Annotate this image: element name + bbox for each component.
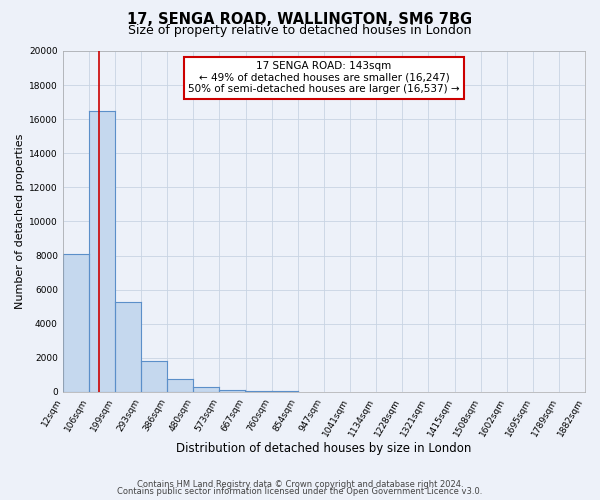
Text: Size of property relative to detached houses in London: Size of property relative to detached ho…	[128, 24, 472, 37]
Text: 17, SENGA ROAD, WALLINGTON, SM6 7BG: 17, SENGA ROAD, WALLINGTON, SM6 7BG	[127, 12, 473, 28]
X-axis label: Distribution of detached houses by size in London: Distribution of detached houses by size …	[176, 442, 472, 455]
Text: 17 SENGA ROAD: 143sqm
← 49% of detached houses are smaller (16,247)
50% of semi-: 17 SENGA ROAD: 143sqm ← 49% of detached …	[188, 61, 460, 94]
Text: Contains public sector information licensed under the Open Government Licence v3: Contains public sector information licen…	[118, 487, 482, 496]
Text: Contains HM Land Registry data © Crown copyright and database right 2024.: Contains HM Land Registry data © Crown c…	[137, 480, 463, 489]
Y-axis label: Number of detached properties: Number of detached properties	[15, 134, 25, 309]
